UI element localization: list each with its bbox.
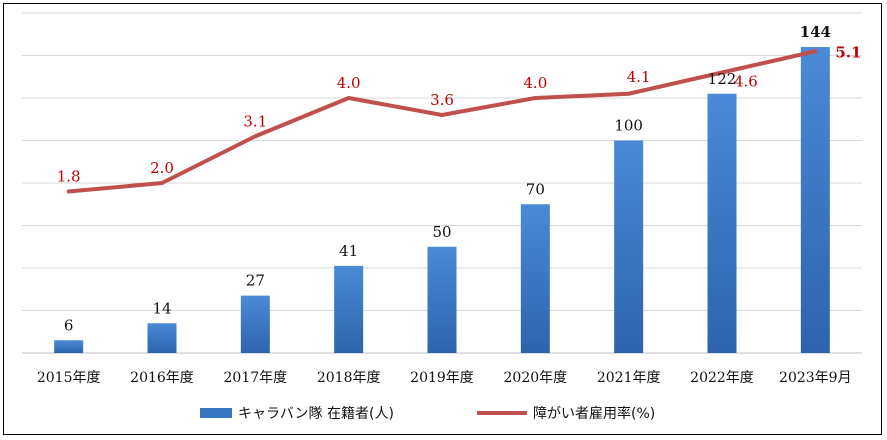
bar-series: [54, 47, 830, 353]
bar-2021年度: [614, 140, 644, 353]
line-value-label: 5.1: [835, 43, 861, 61]
bar-value-label: 144: [800, 23, 831, 41]
bar-value-label: 6: [64, 316, 74, 334]
line-point-2019年度: [440, 113, 444, 117]
line-point-2016年度: [160, 181, 164, 185]
line-point-2021年度: [627, 92, 631, 96]
bar-2016年度: [147, 323, 177, 353]
line-point-2022年度: [720, 71, 724, 74]
bar-2022年度: [707, 93, 737, 353]
line-point-2023年9月: [813, 49, 817, 53]
line-value-label: 1.8: [57, 168, 81, 186]
x-tick-label: 2016年度: [130, 370, 194, 386]
line-point-2017年度: [253, 134, 257, 138]
line-value-label: 4.0: [337, 74, 361, 92]
line-value-label: 3.1: [243, 112, 267, 130]
bar-value-label: 100: [614, 117, 643, 135]
x-axis-ticks: 2015年度 2016年度 2017年度 2018年度 2019年度 2020年度 2021…: [37, 370, 852, 386]
line-rate: [66, 49, 818, 194]
line-point-2018年度: [347, 96, 351, 100]
x-tick-label: 2020年度: [504, 370, 568, 386]
x-tick-label: 2017年度: [224, 370, 288, 386]
bar-value-label: 50: [432, 223, 451, 241]
x-tick-label: 2015年度: [37, 370, 101, 386]
legend-label-line: 障がい者雇用率(%): [533, 405, 655, 422]
bar-2017年度: [240, 295, 270, 353]
x-tick-label: 2023年9月: [779, 370, 852, 386]
line-value-label: 4.6: [734, 73, 758, 91]
bar-value-label: 14: [152, 299, 171, 317]
x-tick-label: 2021年度: [597, 370, 661, 386]
x-tick-label: 2022年度: [690, 370, 754, 386]
bar-value-label: 27: [246, 272, 265, 290]
x-tick-label: 2019年度: [410, 370, 474, 386]
bar-value-label: 41: [339, 242, 358, 260]
line-value-label: 4.1: [627, 68, 651, 86]
line-series: [66, 49, 818, 194]
x-tick-label: 2018年度: [317, 370, 381, 386]
legend: キャラバン隊 在籍者(人) 障がい者雇用率(%): [200, 405, 655, 422]
legend-label-bar: キャラバン隊 在籍者(人): [238, 405, 394, 422]
bar-2015年度: [54, 340, 84, 353]
bar-2018年度: [334, 265, 364, 353]
bar-value-label: 122: [708, 70, 737, 88]
bar-value-label: 70: [526, 180, 545, 198]
data-labels: 6 14 27 41 50 70 100 122 144 1.8 2.0 3.1 4.0 3.6 4.0 4.…: [57, 23, 862, 334]
line-point-2015年度: [67, 190, 71, 193]
line-value-label: 3.6: [430, 91, 454, 109]
line-value-label: 4.0: [523, 74, 547, 92]
bar-2019年度: [427, 246, 457, 353]
bar-2023年9月: [800, 47, 830, 353]
line-point-2020年度: [533, 96, 537, 100]
legend-swatch-bar: [200, 408, 232, 418]
line-value-label: 2.0: [150, 159, 174, 177]
bar-2020年度: [520, 204, 550, 353]
